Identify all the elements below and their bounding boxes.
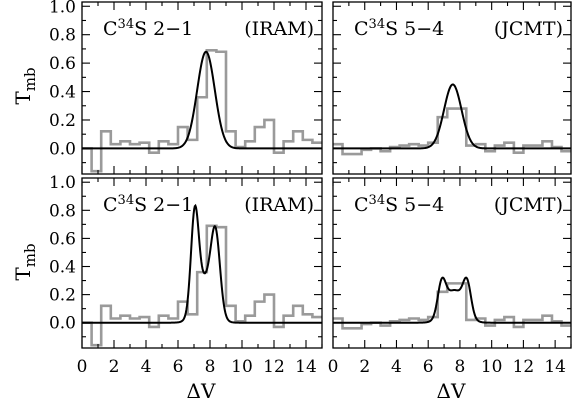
x-tick-label: 10	[481, 357, 503, 377]
y-tick-label: 0.6	[49, 229, 76, 249]
panel-telescope-bottom-left: (IRAM)	[244, 194, 314, 216]
panel-frame-top-right	[332, 1, 572, 175]
panel-title-top-left: C34S 2−1	[103, 17, 193, 40]
panel-frame-top-left	[81, 1, 323, 175]
panel-frame-bottom-left	[81, 177, 323, 349]
y-axis-label-bottom: Tmb	[11, 243, 39, 280]
model-curve-top-left	[82, 50, 322, 150]
x-tick-label: 2	[359, 357, 370, 377]
x-tick-label: 10	[231, 357, 253, 377]
panel-frame-bottom-right	[332, 177, 572, 349]
y-tick-label: 0.2	[49, 286, 76, 306]
panel-telescope-bottom-right: (JCMT)	[494, 194, 563, 216]
model-curve-top-right	[333, 83, 571, 150]
model-curve-bottom-left	[82, 203, 322, 324]
y-tick-label: 0.0	[49, 139, 76, 159]
x-tick-label: 8	[205, 357, 216, 377]
panel-top-left: 0.0 0.2 0.4 0.6 0.8 1.0 C34S 2−1 (IRAM)	[49, 0, 323, 175]
x-tick-label: 0	[328, 357, 339, 377]
panel-telescope-top-right: (JCMT)	[494, 18, 563, 40]
panel-bottom-left: 0.0 0.2 0.4 0.6 0.8 1.0 0 2 4 6 8 10 12 14 C34S 2−1 (IR…	[49, 173, 323, 377]
panels-group: 0.0 0.2 0.4 0.6 0.8 1.0 C34S 2−1 (IRAM) C34S 5−4…	[49, 0, 572, 377]
y-tick-label: 0.0	[49, 314, 76, 334]
y-tick-label: 0.8	[49, 26, 76, 46]
x-tick-label: 4	[391, 357, 402, 377]
model-curve-bottom-right	[333, 276, 571, 324]
panel-title-bottom-right: C34S 5−4	[354, 193, 444, 216]
observed-spectrum-top-right	[333, 107, 571, 156]
y-tick-label: 0.8	[49, 201, 76, 221]
x-tick-label: 8	[455, 357, 466, 377]
x-tick-label: 4	[141, 357, 152, 377]
y-axis-label-top: Tmb	[11, 67, 39, 104]
x-tick-label: 12	[263, 357, 285, 377]
panel-title-top-right: C34S 5−4	[354, 17, 444, 40]
x-axis-label-left: ΔV	[187, 379, 216, 403]
y-tick-label: 0.2	[49, 111, 76, 131]
y-tick-label: 0.4	[49, 83, 76, 103]
x-tick-label: 6	[423, 357, 434, 377]
x-tick-label: 0	[77, 357, 88, 377]
panel-title-bottom-left: C34S 2−1	[103, 193, 193, 216]
x-tick-label: 12	[513, 357, 535, 377]
panel-top-right: C34S 5−4 (JCMT)	[332, 1, 572, 175]
x-axis-label-right: ΔV	[437, 379, 466, 403]
x-tick-label: 6	[173, 357, 184, 377]
observed-spectrum-top-left	[82, 49, 322, 173]
panel-telescope-top-left: (IRAM)	[244, 18, 314, 40]
y-tick-label: 0.4	[49, 258, 76, 278]
x-tick-label: 2	[109, 357, 120, 377]
observed-spectrum-bottom-left	[82, 224, 322, 347]
panel-bottom-right: 0 2 4 6 8 10 12 14 C34S 5−4 (JCMT)	[328, 177, 572, 377]
x-tick-label: 14	[295, 357, 317, 377]
y-tick-label: 0.6	[49, 54, 76, 74]
x-tick-label: 14	[544, 357, 566, 377]
y-tick-label: 1.0	[49, 173, 76, 193]
y-tick-label: 1.0	[49, 0, 76, 17]
